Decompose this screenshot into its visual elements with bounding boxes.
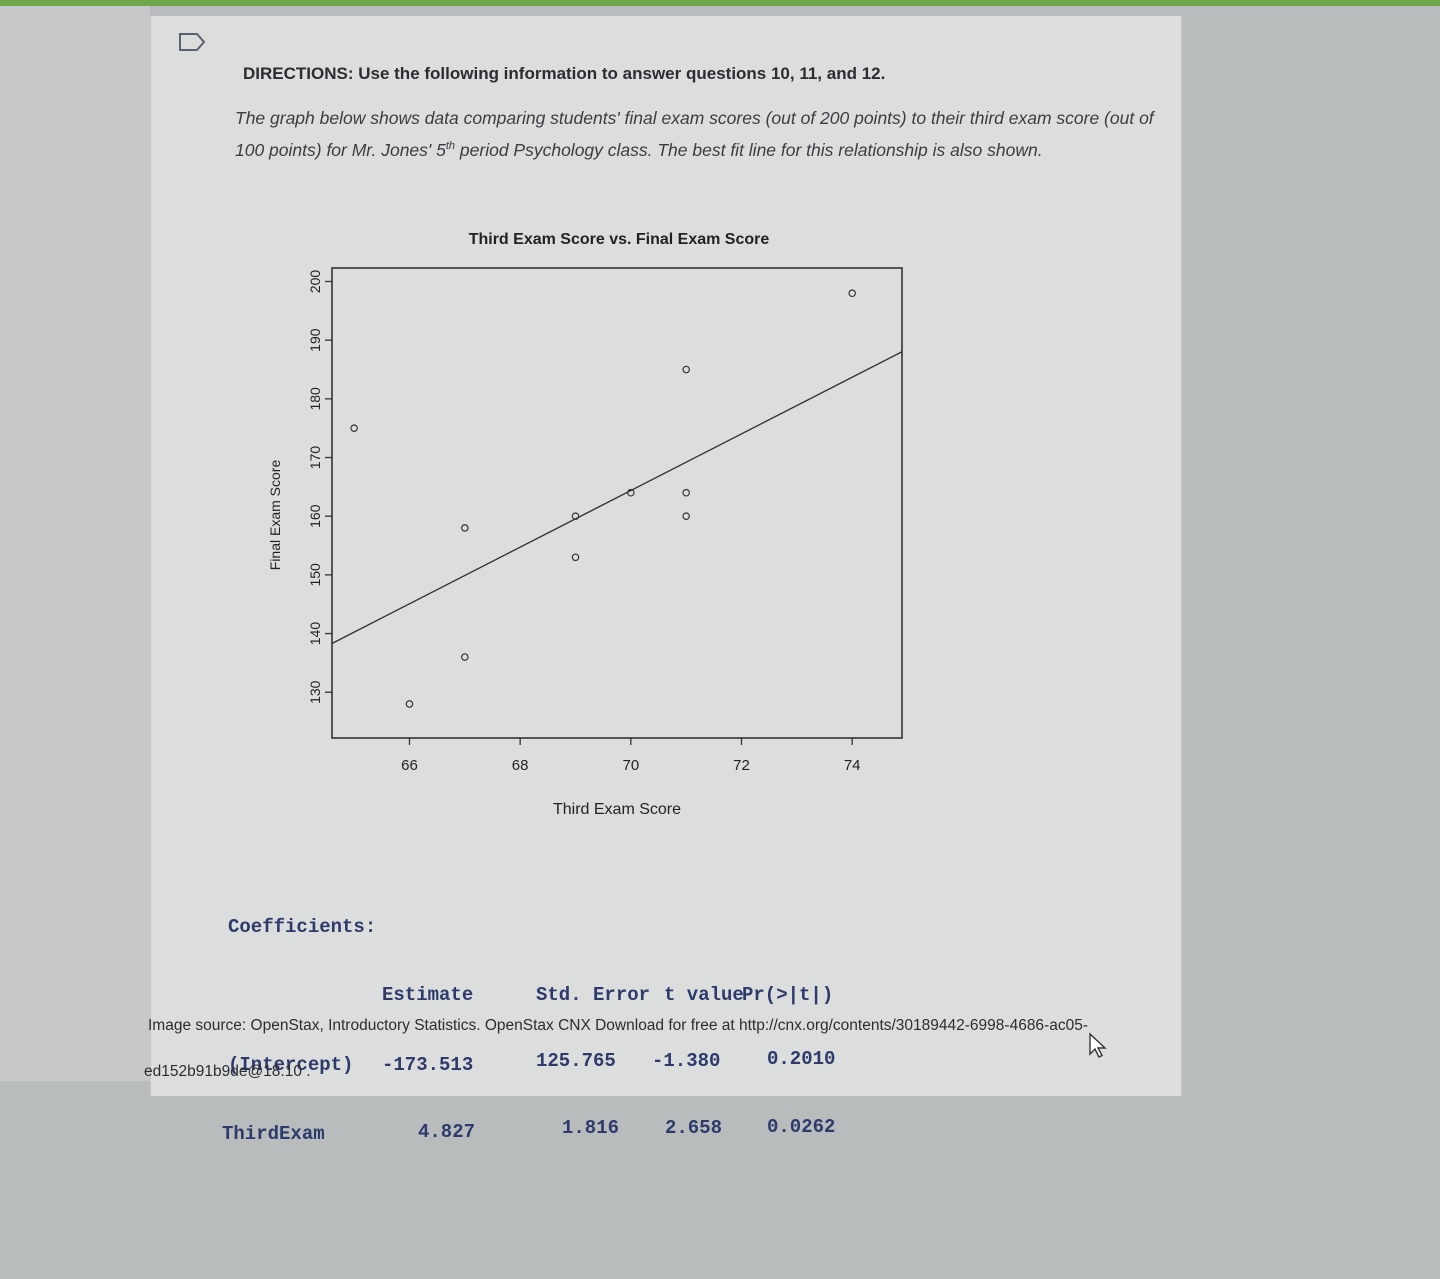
intro-paragraph: The graph below shows data comparing stu…: [235, 104, 1155, 164]
y-tick-label: 190: [307, 328, 323, 352]
intercept-std-error: 125.765: [536, 1050, 616, 1072]
y-tick-label: 160: [307, 504, 323, 528]
source-line-2: ed152b91b9de@18.10 .: [144, 1063, 311, 1080]
y-tick-label: 130: [307, 680, 323, 704]
data-point: [571, 512, 580, 521]
x-tick-label: 72: [733, 757, 750, 774]
col-header-pr: Pr(>|t|): [742, 984, 834, 1006]
data-point: [627, 488, 635, 497]
y-tick-label: 150: [307, 563, 323, 587]
data-point: [682, 512, 690, 521]
y-tick-label: 140: [307, 622, 323, 646]
scatter-chart: Third Exam Score vs. Final Exam Score Thi…: [250, 220, 930, 830]
y-tick-label: 180: [307, 387, 323, 411]
x-tick-label: 70: [622, 757, 639, 774]
chart-svg: Third Exam Score vs. Final Exam Score Thi…: [267, 231, 903, 818]
intercept-t-value: -1.380: [652, 1050, 721, 1072]
y-axis-label: Final Exam Score: [267, 460, 283, 571]
directions-label: DIRECTIONS:: [243, 64, 354, 83]
x-tick-label: 68: [512, 757, 529, 774]
x-tick-label: 74: [844, 757, 861, 774]
bookmark-icon[interactable]: [178, 32, 206, 52]
data-point: [682, 365, 690, 374]
data-point: [848, 289, 856, 298]
thirdexam-std-error: 1.816: [562, 1117, 620, 1139]
directions-heading: DIRECTIONS: Use the following informatio…: [243, 64, 1143, 84]
y-tick-label: 200: [307, 270, 323, 294]
intro-text-1: The graph below shows data comparing stu…: [235, 108, 1154, 160]
top-accent-bar: [0, 0, 1440, 6]
data-point: [350, 424, 358, 432]
col-header-t-value: t value: [664, 984, 744, 1006]
row-name-intercept: (Intercept): [228, 1054, 354, 1076]
intercept-estimate: -173.513: [382, 1054, 474, 1076]
thirdexam-t-value: 2.658: [665, 1117, 723, 1139]
image-source-note: Image source: OpenStax, Introductory Sta…: [144, 1003, 1228, 1095]
data-point: [461, 524, 469, 532]
data-point: [461, 653, 469, 661]
coefficients-heading: Coefficients:: [228, 916, 377, 938]
thirdexam-estimate: 4.827: [418, 1121, 476, 1143]
intro-superscript: th: [445, 140, 456, 152]
col-header-std-error: Std. Error: [536, 984, 651, 1006]
chart-title: Third Exam Score vs. Final Exam Score: [469, 231, 770, 248]
data-point: [405, 700, 414, 708]
x-axis-label: Third Exam Score: [553, 801, 681, 818]
source-line-1: Image source: OpenStax, Introductory Sta…: [148, 1017, 1088, 1034]
directions-text: Use the following information to answer …: [358, 64, 886, 83]
left-margin: [0, 6, 150, 1081]
plot-frame: [331, 267, 903, 739]
y-tick-label: 170: [307, 446, 323, 470]
mouse-pointer-icon: [1089, 1032, 1107, 1058]
row-name-thirdexam: ThirdExam: [222, 1123, 325, 1145]
col-header-estimate: Estimate: [382, 984, 474, 1006]
data-point: [571, 553, 580, 562]
thirdexam-pr: 0.0262: [767, 1116, 836, 1138]
data-point: [682, 488, 690, 497]
document-page: [150, 16, 1182, 1096]
intercept-pr: 0.2010: [767, 1048, 836, 1070]
best-fit-line: [331, 351, 903, 645]
intro-text-2: period Psychology class. The best fit li…: [455, 139, 1043, 160]
x-tick-label: 66: [401, 757, 418, 774]
